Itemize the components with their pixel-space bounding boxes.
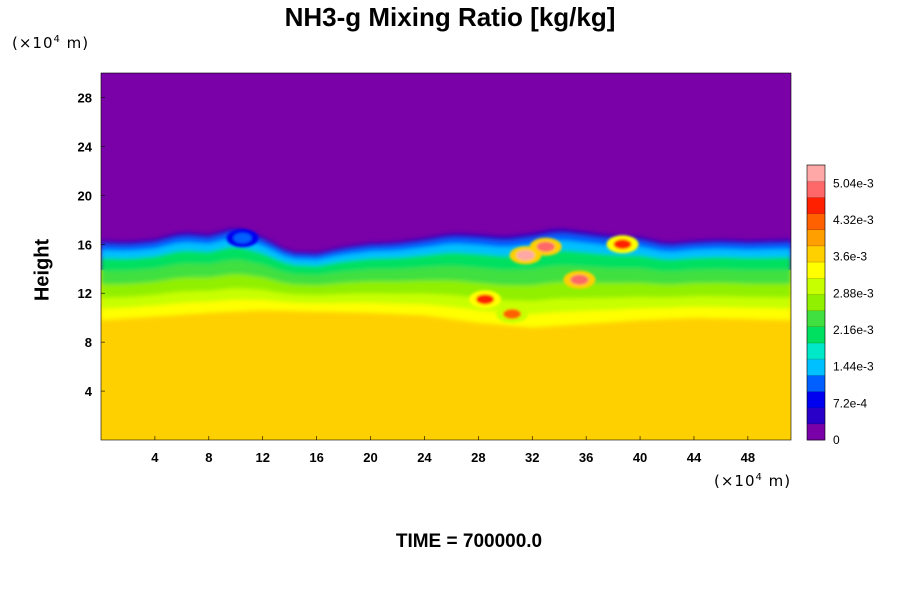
- mixed-layer-edge: [101, 310, 791, 440]
- y-tick-label: 16: [78, 237, 92, 252]
- colorbar-swatch: [807, 375, 825, 392]
- colorbar-tick-label: 2.16e-3: [833, 323, 874, 337]
- transition-zone: [101, 228, 791, 440]
- colorbar-tick-label: 5.04e-3: [833, 176, 874, 190]
- colorbar-swatch: [807, 213, 825, 231]
- colorbar-tick-label: 4.32e-3: [833, 213, 874, 227]
- plot-frame: [100, 72, 792, 441]
- hotspot: [476, 294, 495, 305]
- hotspot: [570, 274, 589, 285]
- colorbar-swatch: [807, 407, 825, 425]
- x-axis-unit: (×104 m): [714, 472, 792, 490]
- y-tick-label: 8: [85, 335, 92, 350]
- x-tick-label: 8: [205, 450, 212, 465]
- colorbar-swatch: [807, 359, 825, 376]
- x-tick-label: 12: [255, 450, 269, 465]
- colorbar-swatch: [807, 262, 825, 279]
- colorbar-swatch: [807, 245, 825, 263]
- hotspot: [503, 308, 522, 319]
- colorbar-swatch: [807, 326, 825, 344]
- colorbar-swatch: [807, 423, 825, 441]
- hotspot: [516, 250, 535, 261]
- x-tick-label: 36: [579, 450, 593, 465]
- chart-title: NH3-g Mixing Ratio [kg/kg]: [284, 2, 616, 32]
- x-tick-label: 44: [687, 450, 702, 465]
- colorbar-swatch: [807, 278, 825, 295]
- y-axis-ticks: 4 8 12 16 20 24 28: [78, 90, 105, 399]
- colorbar-tick-label: 1.44e-3: [833, 360, 874, 374]
- colorbar-swatch: [807, 310, 825, 328]
- colorbar-swatch: [807, 229, 825, 247]
- hotspot: [613, 239, 632, 250]
- colorbar-tick-label: 0: [833, 433, 840, 447]
- y-tick-label: 12: [78, 286, 92, 301]
- x-tick-label: 4: [151, 450, 159, 465]
- colorbar: 0 7.2e-4 1.44e-3 2.16e-3 2.88e-3 3.6e-3 4.32e-…: [806, 164, 874, 447]
- colorbar-swatch: [807, 197, 825, 214]
- time-footer: TIME = 700000.0: [395, 531, 543, 552]
- y-tick-label: 24: [78, 139, 93, 154]
- colorbar-swatch: [807, 165, 825, 182]
- colorbar-tick-label: 7.2e-4: [833, 396, 867, 410]
- x-axis-ticks: 4 8 12 16 20 24 28 32 36 40 44 48: [151, 436, 755, 465]
- x-tick-label: 32: [525, 450, 539, 465]
- hotspots: [226, 229, 639, 323]
- colorbar-swatch: [807, 391, 825, 408]
- colorbar-swatch: [807, 181, 825, 198]
- colorbar-frame: [806, 164, 826, 441]
- plot-area: [101, 73, 791, 440]
- colorbar-tick-label: 2.88e-3: [833, 286, 874, 300]
- hotspot: [536, 241, 555, 252]
- y-tick-label: 28: [78, 90, 92, 105]
- x-tick-label: 40: [633, 450, 647, 465]
- hotspot: [233, 233, 252, 244]
- x-tick-label: 48: [741, 450, 755, 465]
- colorbar-tick-label: 3.6e-3: [833, 250, 867, 264]
- x-tick-label: 28: [471, 450, 485, 465]
- y-axis-unit: (×104 m): [12, 34, 90, 52]
- x-tick-label: 16: [309, 450, 323, 465]
- y-tick-label: 4: [85, 384, 93, 399]
- colorbar-swatch: [807, 342, 825, 360]
- y-tick-label: 20: [78, 188, 92, 203]
- colorbar-swatch: [807, 294, 825, 311]
- x-tick-label: 24: [417, 450, 432, 465]
- x-tick-label: 20: [363, 450, 377, 465]
